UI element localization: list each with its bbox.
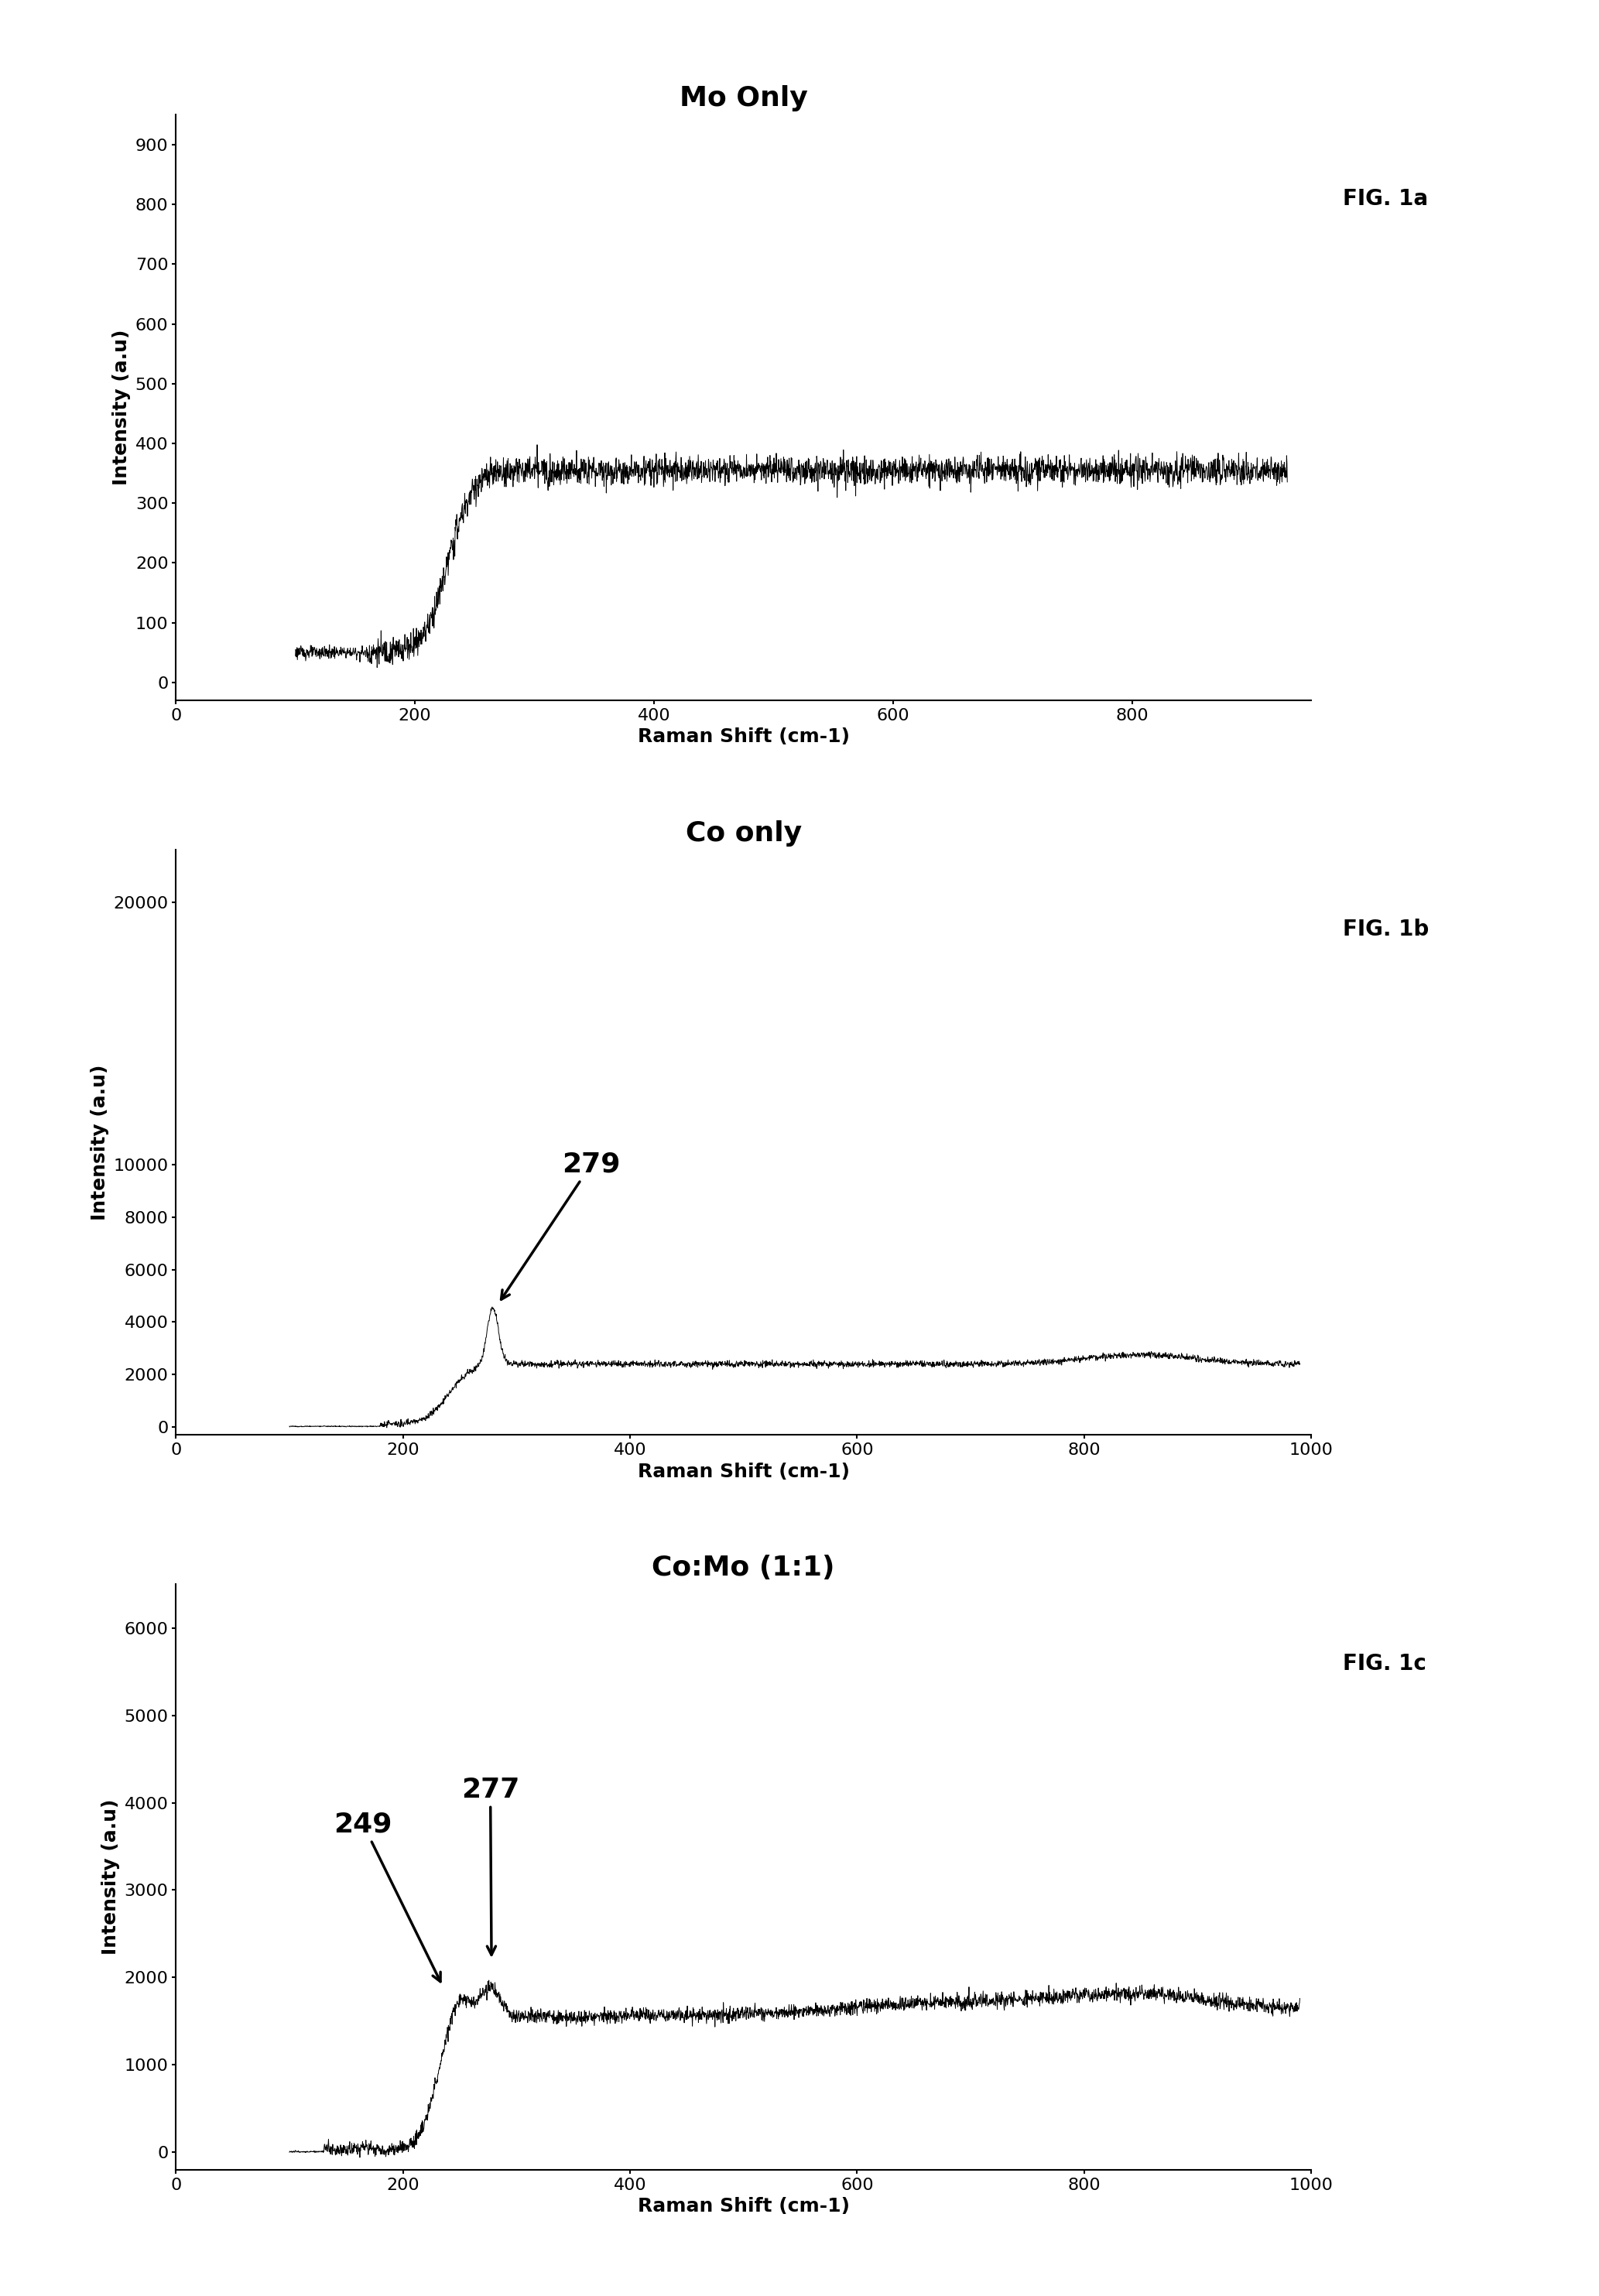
- X-axis label: Raman Shift (cm-1): Raman Shift (cm-1): [638, 2197, 849, 2216]
- Text: FIG. 1c: FIG. 1c: [1343, 1653, 1426, 1674]
- Text: 249: 249: [334, 1812, 440, 1981]
- X-axis label: Raman Shift (cm-1): Raman Shift (cm-1): [638, 1463, 849, 1481]
- Y-axis label: Intensity (a.u): Intensity (a.u): [91, 1065, 109, 1219]
- Y-axis label: Intensity (a.u): Intensity (a.u): [101, 1800, 120, 1954]
- Text: 277: 277: [461, 1777, 520, 1954]
- Title: Co:Mo (1:1): Co:Mo (1:1): [652, 1554, 835, 1582]
- Title: Mo Only: Mo Only: [680, 85, 807, 113]
- Text: FIG. 1b: FIG. 1b: [1343, 918, 1430, 939]
- Title: Co only: Co only: [686, 820, 801, 847]
- Y-axis label: Intensity (a.u): Intensity (a.u): [112, 331, 131, 484]
- Text: FIG. 1a: FIG. 1a: [1343, 188, 1428, 209]
- X-axis label: Raman Shift (cm-1): Raman Shift (cm-1): [638, 728, 849, 746]
- Text: 279: 279: [500, 1153, 620, 1300]
